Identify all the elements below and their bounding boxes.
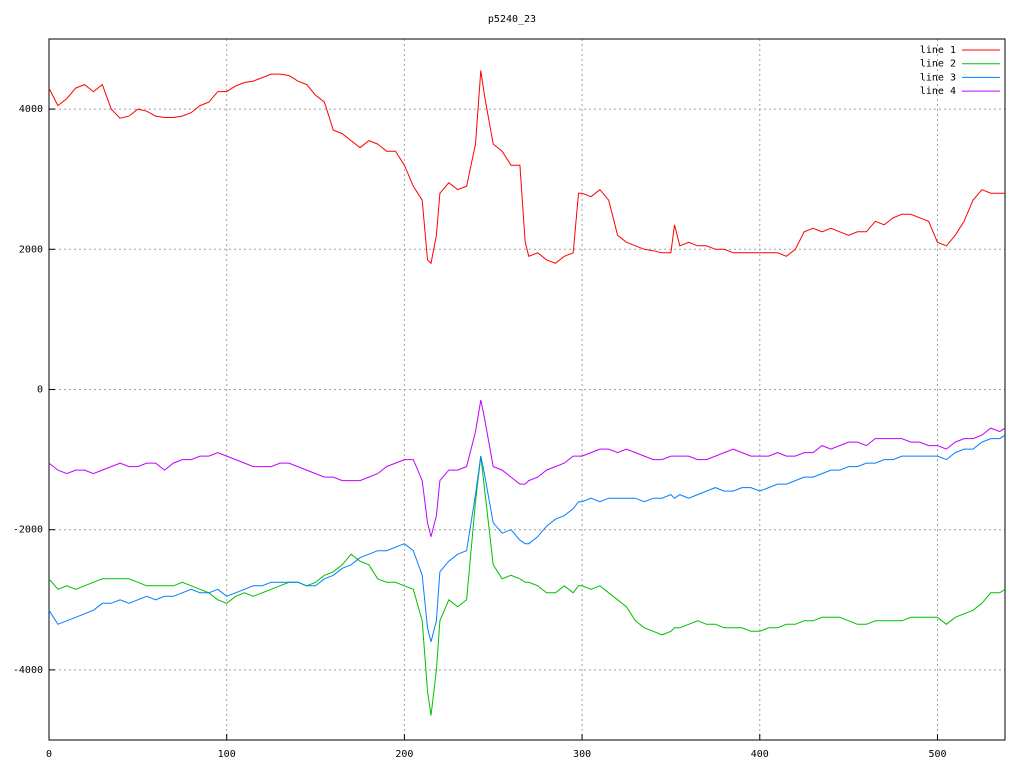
y-tick-label: 0 <box>37 385 43 396</box>
data-line <box>48 70 1005 265</box>
data-line <box>48 456 1006 716</box>
x-tick-label: 200 <box>395 749 413 760</box>
y-tick-label: 4000 <box>19 104 43 115</box>
legend-label: line 3 <box>920 72 956 83</box>
legend-label: line 4 <box>920 86 956 97</box>
plot-border <box>48 38 1006 741</box>
x-tick-label: 500 <box>928 749 946 760</box>
x-tick-label: 400 <box>751 749 769 760</box>
x-tick-label: 300 <box>573 749 591 760</box>
legend-label: line 2 <box>920 59 956 70</box>
y-tick-label: -2000 <box>13 525 43 536</box>
x-tick-label: 0 <box>46 749 52 760</box>
y-tick-label: -4000 <box>13 665 43 676</box>
chart-title: p5240_23 <box>488 14 536 25</box>
data-line <box>48 399 1006 537</box>
x-tick-label: 100 <box>218 749 236 760</box>
y-tick-label: 2000 <box>19 244 43 255</box>
data-line <box>48 434 1006 643</box>
legend-label: line 1 <box>920 45 956 56</box>
